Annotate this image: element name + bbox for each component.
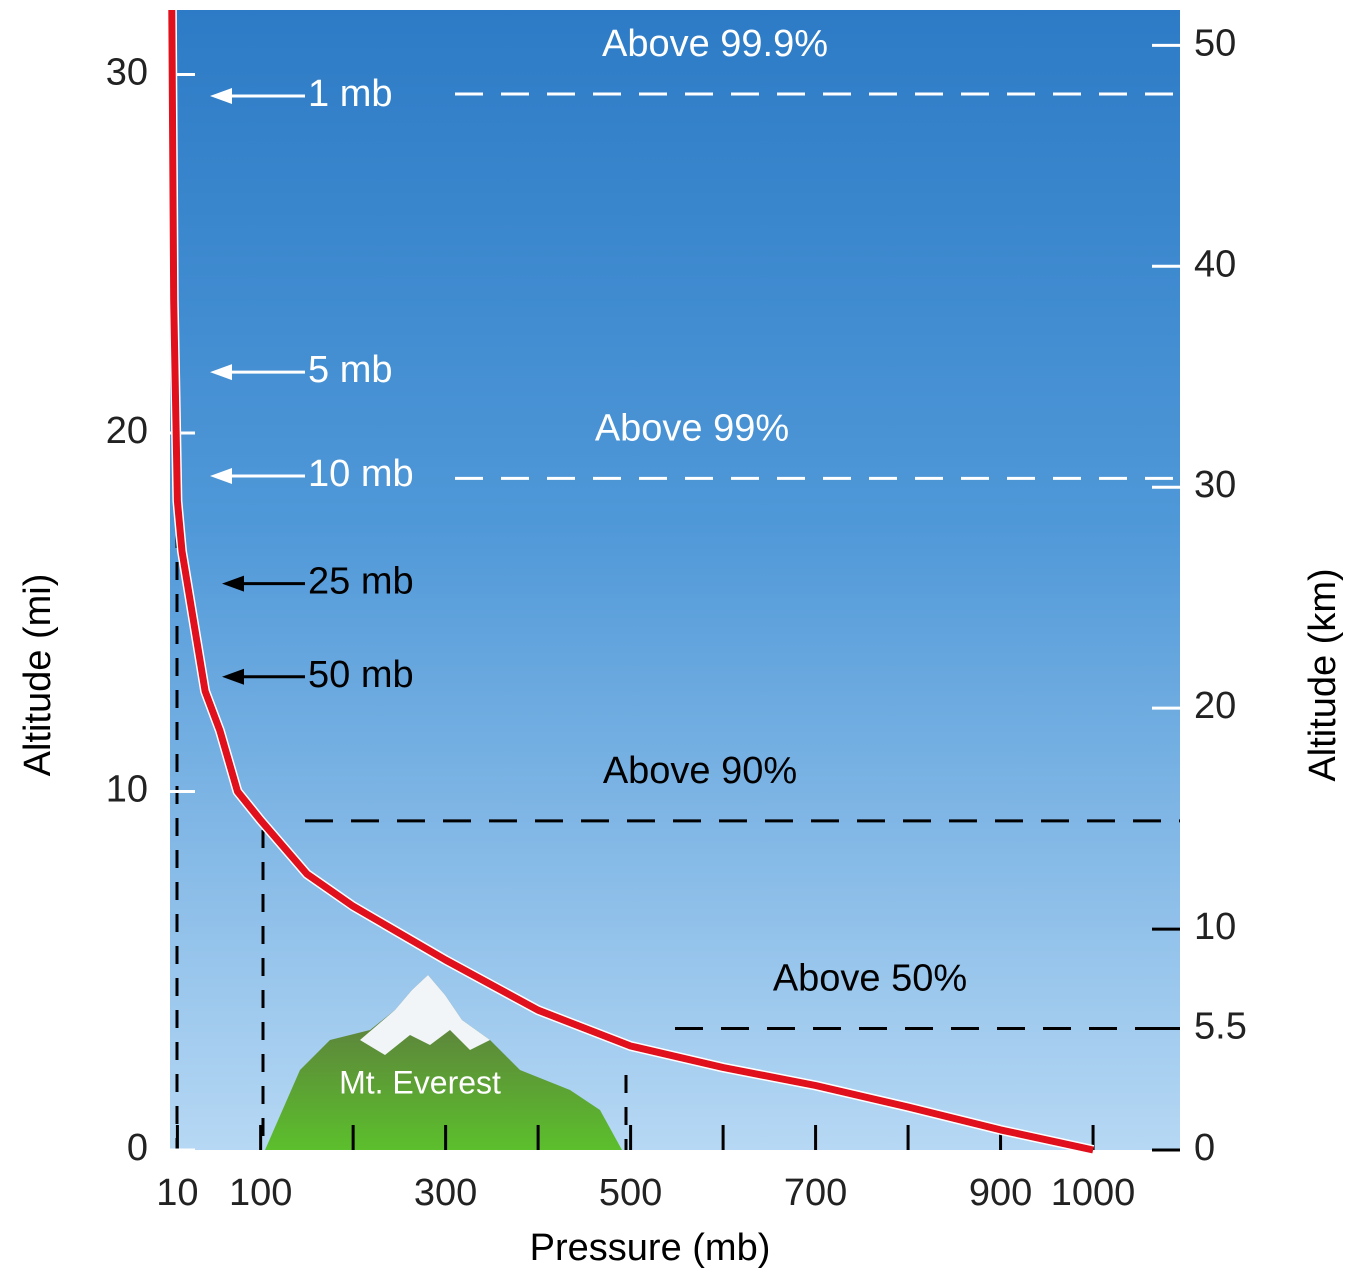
mountain-label: Mt. Everest [339, 1064, 501, 1100]
x-tick-label: 700 [784, 1172, 847, 1214]
y-tick-label: 20 [106, 410, 148, 452]
y2-axis-label: Altitude (km) [1302, 568, 1344, 781]
x-tick-label: 900 [969, 1172, 1032, 1214]
chart: Mt. Everest Altitude (mi) Altitude (km) … [0, 0, 1355, 1276]
y2-tick-label: 5.5 [1194, 1006, 1247, 1048]
level-label: Above 50% [773, 958, 967, 1000]
level-label: Above 99% [595, 407, 789, 449]
y2-tick-label: 40 [1194, 243, 1236, 285]
x-tick-label: 100 [229, 1172, 292, 1214]
y2-tick-label: 20 [1194, 685, 1236, 727]
annotation-label: 50 mb [308, 654, 414, 696]
annotation-label: 5 mb [308, 349, 392, 391]
level-label: Above 99.9% [602, 23, 828, 65]
y2-tick-label: 50 [1194, 22, 1236, 64]
y-axis-label: Altitude (mi) [17, 574, 59, 777]
x-tick-label: 500 [599, 1172, 662, 1214]
y-tick-label: 30 [106, 52, 148, 94]
y-tick-label: 0 [127, 1127, 148, 1169]
level-label: Above 90% [603, 750, 797, 792]
y2-tick-label: 0 [1194, 1127, 1215, 1169]
y2-tick-label: 10 [1194, 906, 1236, 948]
y-tick-label: 10 [106, 769, 148, 811]
x-tick-label: 300 [414, 1172, 477, 1214]
x-axis-label: Pressure (mb) [530, 1227, 771, 1269]
x-tick-label: 10 [156, 1172, 198, 1214]
annotation-label: 1 mb [308, 73, 392, 115]
page: Mt. Everest Altitude (mi) Altitude (km) … [0, 0, 1355, 1276]
y2-tick-label: 30 [1194, 464, 1236, 506]
annotation-label: 10 mb [308, 453, 414, 495]
x-tick-label: 1000 [1051, 1172, 1136, 1214]
annotation-label: 25 mb [308, 561, 414, 603]
